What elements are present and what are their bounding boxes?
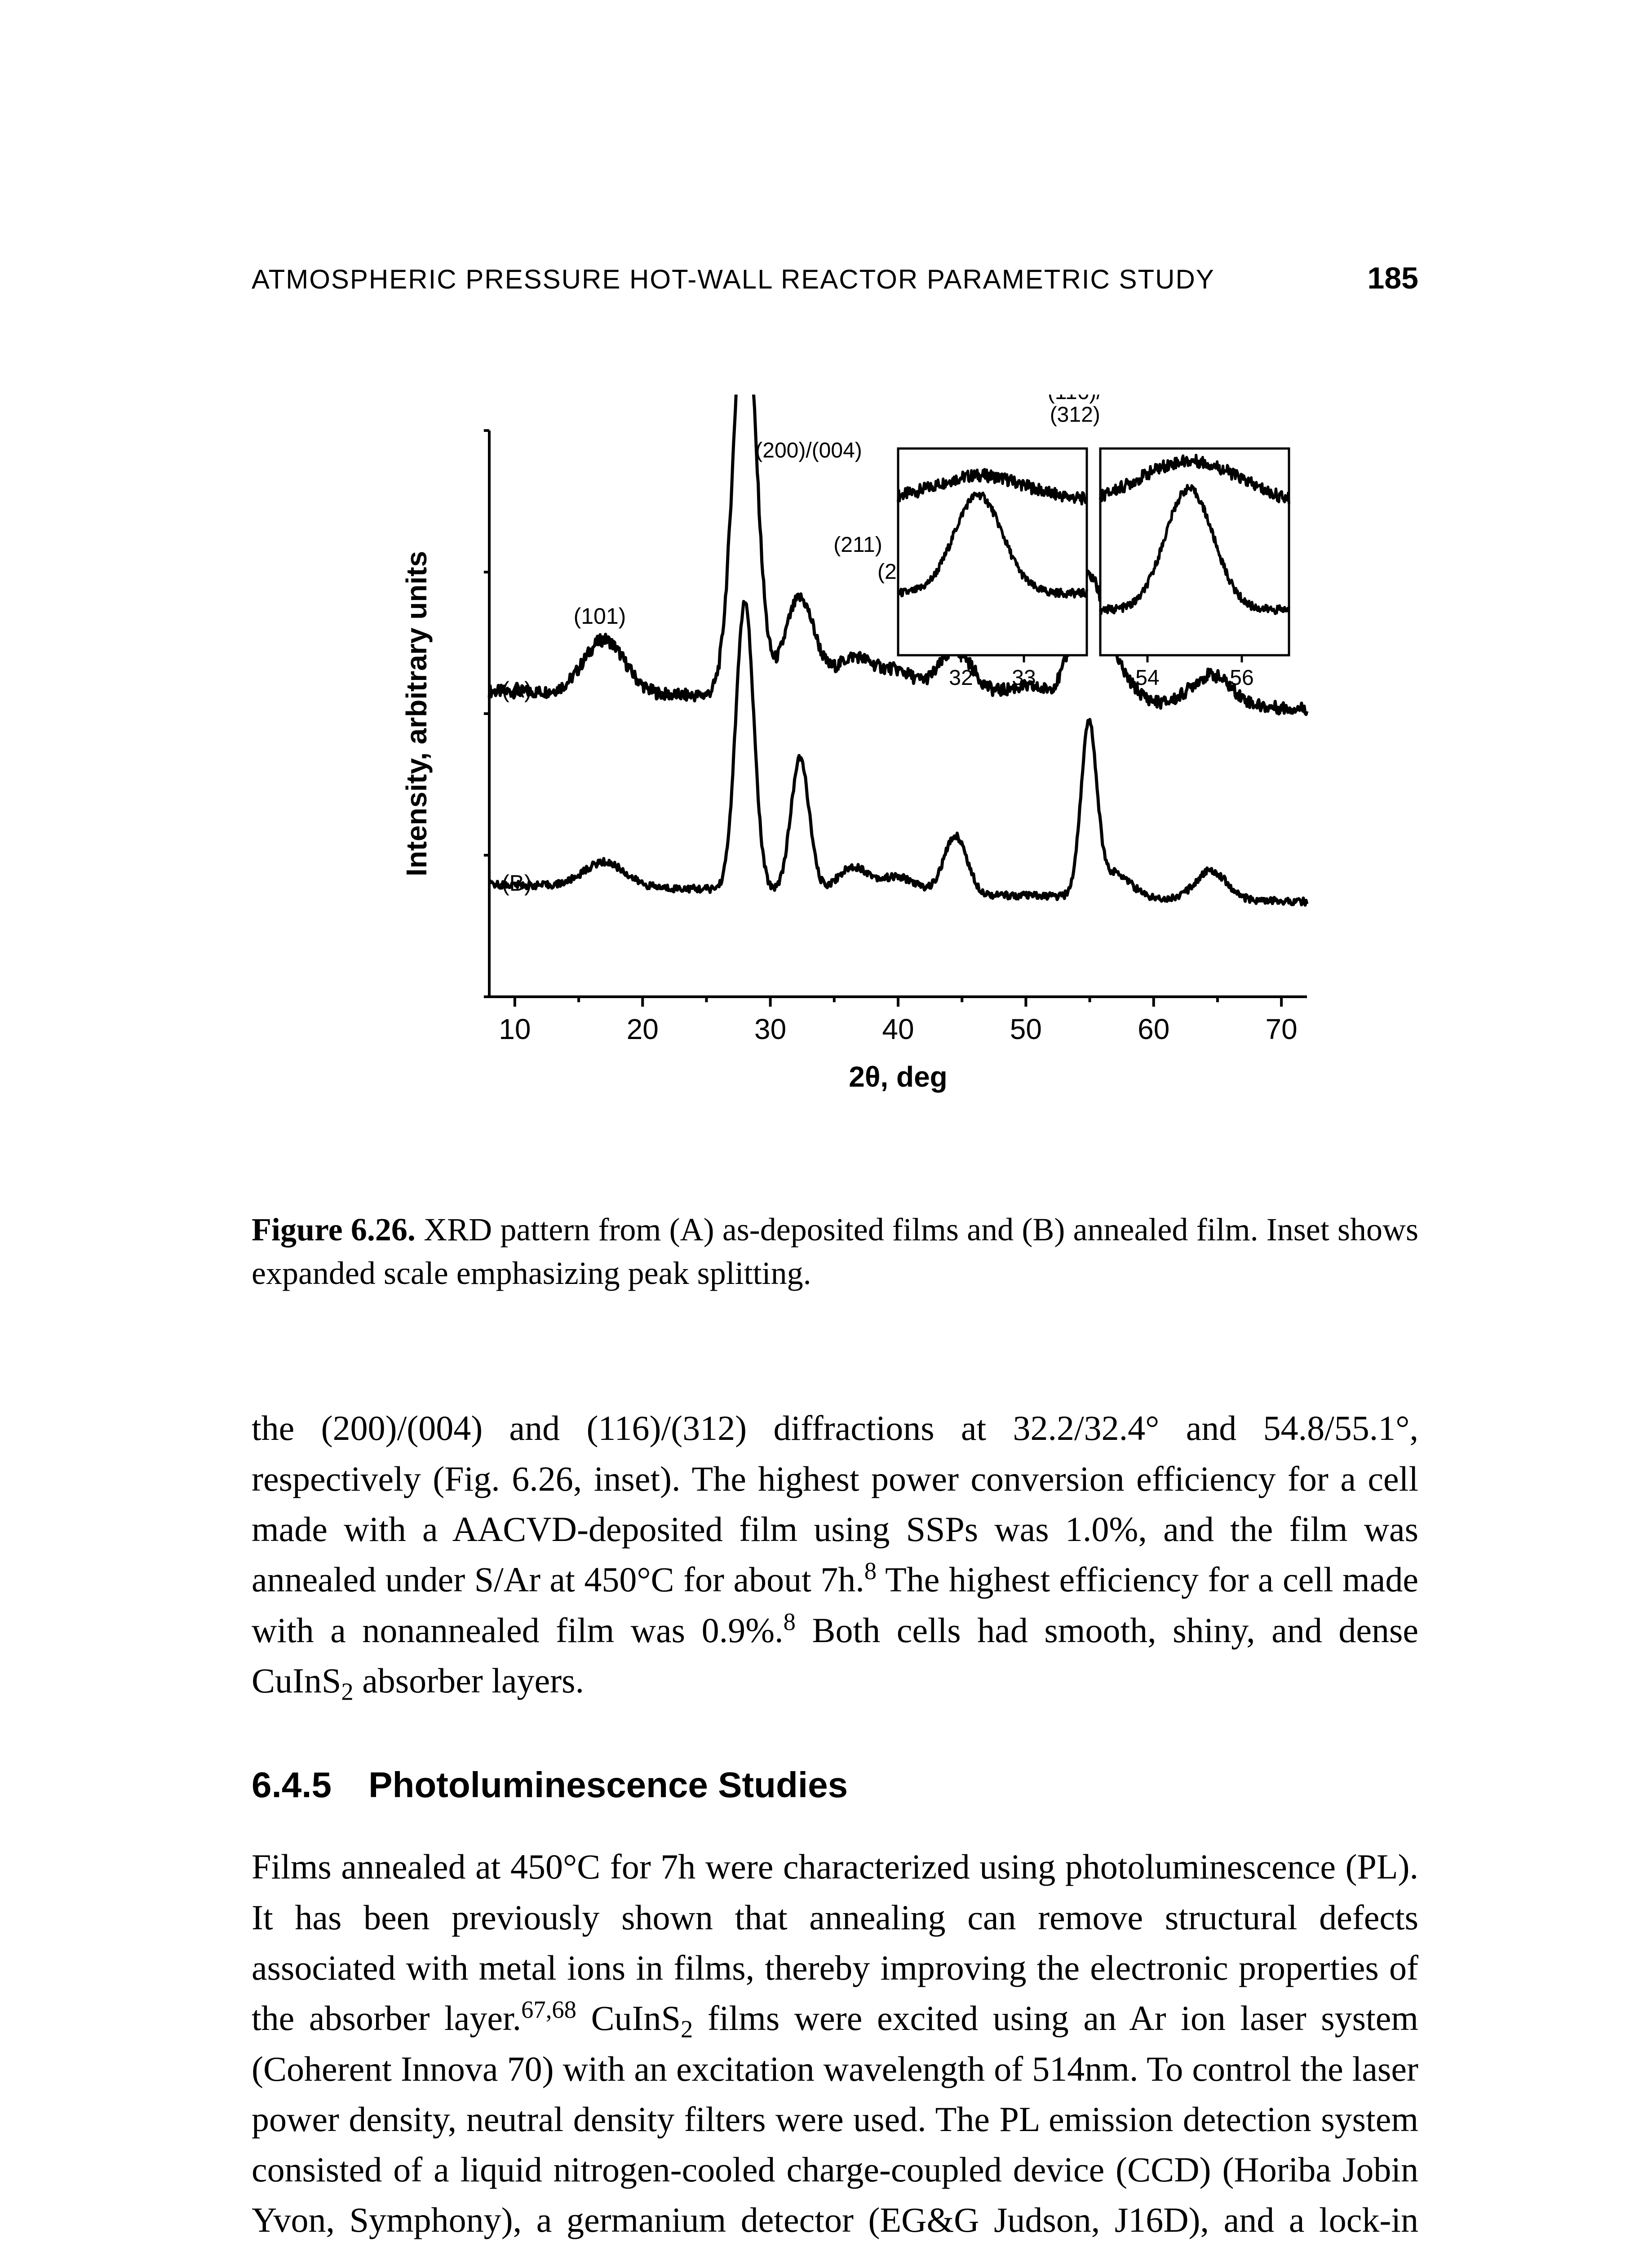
svg-text:30: 30: [754, 1013, 786, 1045]
svg-text:70: 70: [1265, 1013, 1297, 1045]
svg-text:32: 32: [949, 666, 973, 690]
figure-caption: Figure 6.26. XRD pattern from (A) as-dep…: [252, 1208, 1418, 1295]
svg-text:50: 50: [1010, 1013, 1041, 1045]
section-number: 6.4.5: [252, 1765, 332, 1805]
xrd-plot-svg: 10 20 30 40 50 60 70 2θ, deg Intensity, arbitrar…: [345, 395, 1325, 1168]
svg-text:54: 54: [1135, 666, 1159, 690]
svg-text:56: 56: [1230, 666, 1253, 690]
svg-text:60: 60: [1138, 1013, 1169, 1045]
svg-text:40: 40: [882, 1013, 914, 1045]
section-heading: 6.4.5 Photoluminescence Studies: [252, 1764, 1418, 1806]
running-title: ATMOSPHERIC PRESSURE HOT-WALL REACTOR PA…: [252, 264, 1215, 295]
svg-text:Intensity, arbitrary units: Intensity, arbitrary units: [400, 551, 433, 876]
body-paragraph-1: the (200)/(004) and (116)/(312) diffract…: [252, 1403, 1418, 1706]
figure-6-26: 10 20 30 40 50 60 70 2θ, deg Intensity, arbitrar…: [345, 395, 1325, 1168]
svg-text:(312): (312): [1050, 403, 1100, 426]
body-paragraph-2: Films annealed at 450°C for 7h were char…: [252, 1842, 1418, 2247]
svg-text:10: 10: [499, 1013, 531, 1045]
svg-text:(A): (A): [502, 677, 532, 702]
svg-text:33: 33: [1012, 666, 1036, 690]
page: ATMOSPHERIC PRESSURE HOT-WALL REACTOR PA…: [0, 0, 1652, 2247]
svg-text:20: 20: [626, 1013, 658, 1045]
svg-text:2θ, deg: 2θ, deg: [849, 1061, 948, 1093]
running-head: ATMOSPHERIC PRESSURE HOT-WALL REACTOR PA…: [252, 261, 1418, 296]
figure-caption-label: Figure 6.26.: [252, 1212, 416, 1248]
section-title: Photoluminescence Studies: [368, 1765, 848, 1805]
svg-text:(101): (101): [573, 604, 626, 629]
svg-text:(200)/(004): (200)/(004): [755, 439, 862, 462]
svg-text:(B): (B): [502, 870, 532, 896]
svg-text:(211): (211): [833, 533, 882, 557]
page-number: 185: [1368, 261, 1418, 296]
figure-caption-text: XRD pattern from (A) as-deposited films …: [252, 1212, 1418, 1291]
